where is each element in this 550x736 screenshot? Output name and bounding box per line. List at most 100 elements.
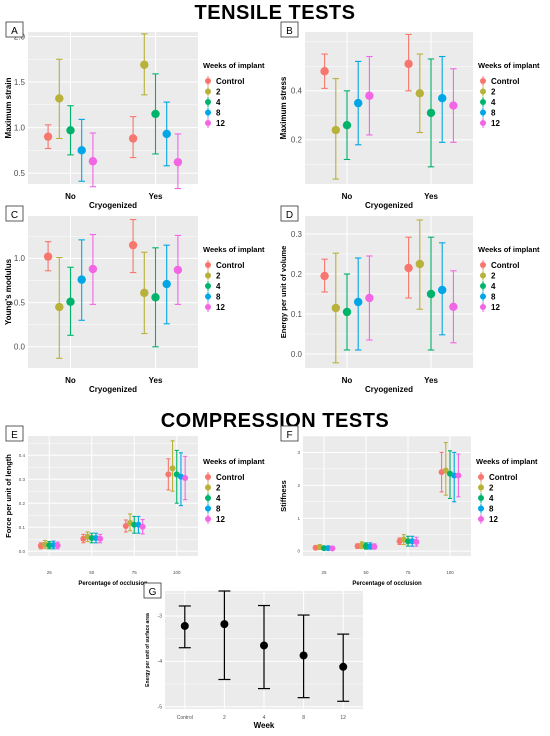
- panel-letter-box: [5, 425, 24, 442]
- legend-key-point: [205, 495, 211, 501]
- legend-key-point: [205, 78, 211, 84]
- legend-title: Weeks of implant: [478, 245, 540, 254]
- chart-panel-d: 0.0 0.1 0.2 0.3 No Yes Cryogenized Energy per u…: [279, 205, 540, 394]
- y-axis-label: Young's modulus: [4, 258, 13, 325]
- data-point: [173, 157, 183, 167]
- x-axis-label: Percentage of occlusion: [352, 581, 422, 587]
- legend-entry: 2: [216, 88, 221, 97]
- y-tick-label: 2: [297, 483, 300, 488]
- legend-key-point: [478, 495, 484, 501]
- legend-entry: 12: [216, 515, 225, 524]
- x-axis-label: Cryogenized: [365, 201, 413, 210]
- data-point: [449, 302, 458, 311]
- legend-entry: 8: [216, 293, 221, 302]
- data-point: [365, 293, 374, 303]
- data-point: [128, 240, 138, 250]
- data-point: [260, 641, 268, 650]
- legend-key-point: [205, 283, 211, 289]
- x-tick-label: 12: [340, 715, 346, 721]
- data-point: [320, 67, 329, 76]
- legend-entry: 12: [489, 515, 498, 524]
- panel-letter: G: [149, 587, 157, 598]
- legend-key-point: [205, 109, 211, 116]
- legend-key-point: [480, 88, 486, 95]
- data-point: [451, 472, 458, 479]
- legend-key-point: [480, 262, 486, 268]
- legend-entry: 4: [216, 282, 221, 291]
- x-tick-label: 50: [89, 570, 95, 575]
- y-tick-label: 0.0: [291, 350, 303, 359]
- legend-entry: 8: [489, 505, 494, 514]
- legend-key-point: [480, 99, 486, 105]
- legend-entry: 4: [216, 494, 221, 503]
- data-point: [151, 293, 160, 302]
- legend-entry: 12: [491, 303, 500, 312]
- y-tick-label: -4: [158, 659, 163, 665]
- data-point: [354, 98, 363, 108]
- y-tick-label: 0.5: [14, 169, 26, 178]
- legend-key-point: [480, 293, 486, 300]
- panel-letter-box: [280, 21, 299, 38]
- plot-background: [305, 216, 473, 368]
- data-point: [88, 157, 98, 166]
- data-point: [151, 109, 160, 119]
- legend-key-point: [205, 505, 211, 512]
- x-axis-label: Cryogenized: [89, 385, 137, 394]
- legend-entry: 2: [216, 484, 221, 493]
- x-tick-label: 25: [47, 570, 53, 575]
- legend-entry: 12: [491, 119, 500, 128]
- data-point: [182, 475, 189, 481]
- data-point: [140, 60, 149, 69]
- legend-entry: 2: [216, 272, 221, 281]
- data-point: [442, 467, 449, 474]
- x-tick-label: No: [65, 192, 76, 201]
- data-point: [77, 275, 86, 284]
- y-tick-label: 0.1: [291, 310, 303, 319]
- x-tick-label: Control: [177, 715, 193, 721]
- x-tick-label: No: [342, 376, 353, 385]
- y-tick-label: 0.4: [291, 87, 303, 96]
- data-point: [405, 538, 411, 545]
- x-tick-label: Yes: [149, 376, 163, 385]
- y-tick-label: -5: [158, 704, 163, 710]
- legend-entry: Control: [216, 261, 244, 270]
- legend-entry: Control: [216, 473, 244, 482]
- legend-key-point: [205, 304, 211, 310]
- data-point: [438, 285, 447, 295]
- data-point: [43, 252, 53, 261]
- panel-letter-box: [143, 582, 162, 599]
- legend-entry: Control: [491, 77, 519, 86]
- data-point: [342, 307, 352, 317]
- legend-key-point: [205, 262, 211, 268]
- data-point: [162, 279, 171, 289]
- legend-key-point: [480, 283, 486, 289]
- plot-background: [28, 216, 198, 368]
- legend-key-point: [205, 474, 211, 480]
- data-point: [162, 129, 171, 139]
- y-tick-label: 1.0: [14, 123, 26, 132]
- x-tick-label: 75: [405, 570, 411, 575]
- legend-entry: Control: [489, 473, 517, 482]
- y-tick-label: 0.0: [14, 343, 26, 352]
- panel-letter-box: [5, 21, 24, 38]
- chart-panel-b: 0.2 0.4 No Yes Cryogenized Maximum stress B Wee…: [279, 21, 540, 210]
- data-point: [331, 303, 340, 313]
- y-tick-label: 1.0: [14, 254, 26, 263]
- plot-background: [305, 32, 473, 184]
- legend-key-point: [480, 78, 486, 84]
- y-tick-label: 0.5: [14, 298, 26, 307]
- y-axis-label: Maximum strain: [4, 77, 13, 138]
- data-point: [413, 538, 420, 545]
- data-point: [140, 288, 149, 298]
- legend-key-point: [478, 516, 484, 522]
- x-axis-label: Week: [254, 721, 275, 730]
- y-tick-label: 0.4: [19, 453, 26, 458]
- legend-key-point: [478, 484, 484, 491]
- legend-key-point: [205, 120, 211, 126]
- y-axis-label: Energy per unit of volume: [279, 246, 288, 339]
- legend-key-point: [480, 120, 486, 126]
- panel-letter: E: [11, 430, 18, 441]
- data-point: [321, 545, 327, 552]
- legend-entry: Control: [216, 77, 244, 86]
